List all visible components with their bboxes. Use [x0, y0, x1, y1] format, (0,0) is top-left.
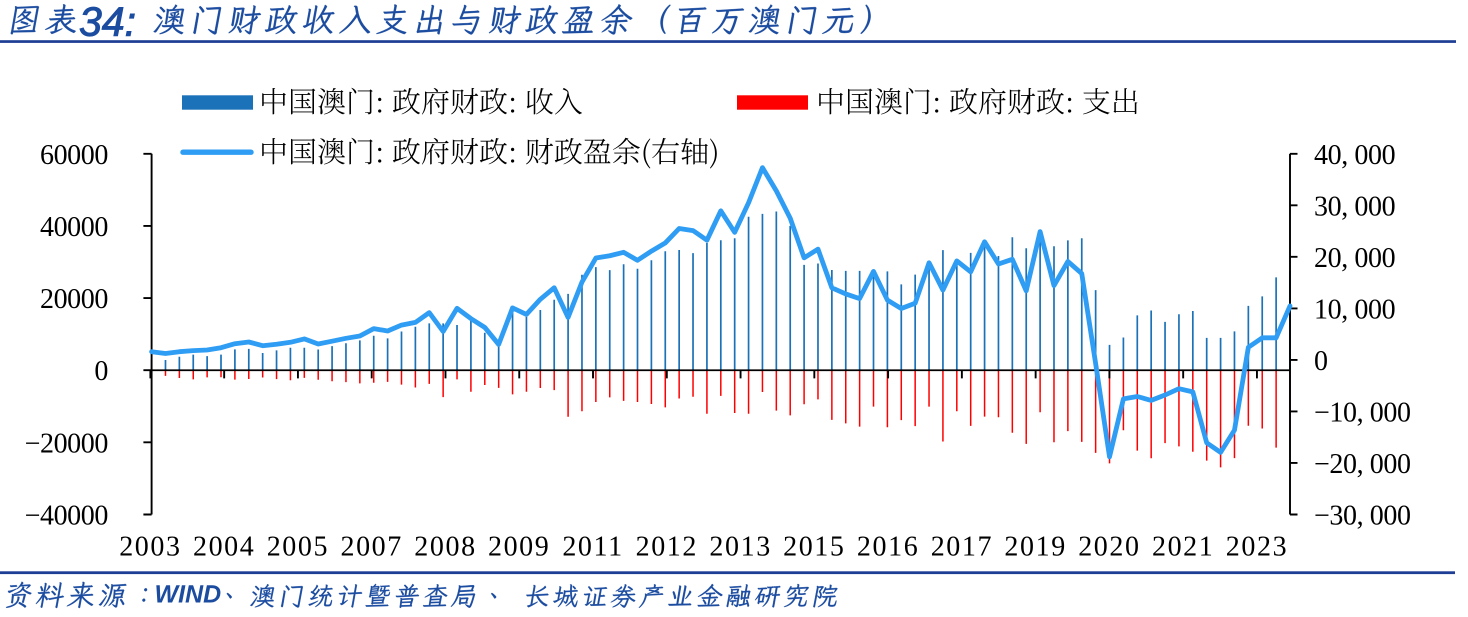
svg-text:40000: 40000: [40, 212, 108, 243]
svg-text:2017: 2017: [931, 532, 993, 563]
svg-text:2003: 2003: [119, 532, 181, 563]
svg-text:2012: 2012: [636, 532, 698, 563]
svg-text:2008: 2008: [414, 532, 476, 563]
svg-text:2007: 2007: [340, 532, 402, 563]
svg-text:2013: 2013: [709, 532, 771, 563]
svg-text:2020: 2020: [1078, 532, 1140, 563]
svg-text:−30, 000: −30, 000: [1314, 501, 1411, 532]
svg-text:2004: 2004: [193, 532, 255, 563]
svg-text:−40000: −40000: [25, 501, 108, 532]
svg-text:2015: 2015: [783, 532, 845, 563]
svg-text:2009: 2009: [488, 532, 550, 563]
svg-text:0: 0: [94, 356, 108, 387]
svg-text:20, 000: 20, 000: [1314, 243, 1395, 274]
svg-text:0: 0: [1314, 346, 1328, 377]
svg-text:2005: 2005: [267, 532, 329, 563]
svg-text:30, 000: 30, 000: [1314, 191, 1395, 222]
svg-text:40, 000: 40, 000: [1314, 140, 1395, 171]
svg-text:20000: 20000: [40, 284, 108, 315]
svg-text:2016: 2016: [857, 532, 919, 563]
svg-text:10, 000: 10, 000: [1314, 294, 1395, 325]
svg-text:2019: 2019: [1004, 532, 1066, 563]
svg-text:−20000: −20000: [25, 428, 108, 459]
svg-text:60000: 60000: [40, 140, 108, 171]
svg-text:2023: 2023: [1226, 532, 1288, 563]
svg-text:−10, 000: −10, 000: [1314, 397, 1411, 428]
svg-text:−20, 000: −20, 000: [1314, 449, 1411, 480]
svg-text:2011: 2011: [562, 532, 623, 563]
svg-text:2021: 2021: [1152, 532, 1214, 563]
